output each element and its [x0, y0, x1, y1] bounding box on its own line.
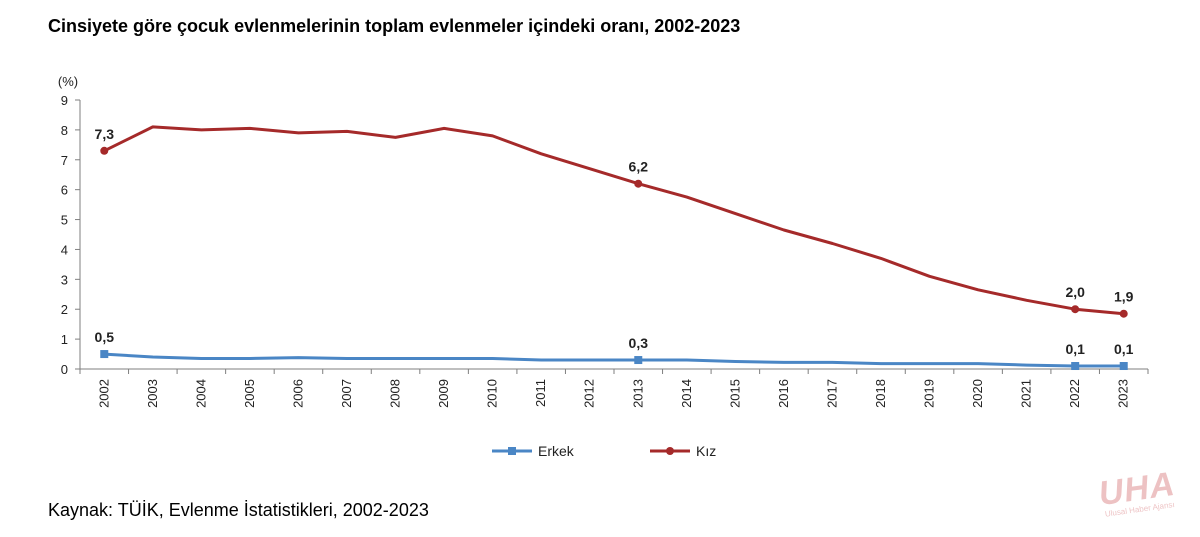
x-tick-label: 2008 [388, 379, 403, 408]
data-point-marker [1071, 362, 1080, 371]
series-layer: 0,5 0,3 0,1 0,1 7,3 6,2 2,0 1,9 [95, 125, 1134, 371]
series-line [102, 125, 1126, 316]
data-label: 2,0 [1065, 284, 1085, 300]
axes: 0 1 2 3 4 5 6 7 8 9 (%) 2002 2003 2004 2005 2006 2007 200… [58, 74, 1149, 408]
x-tick-label: 2017 [824, 379, 839, 408]
y-tick-label: 2 [61, 302, 68, 317]
data-label: 0,1 [1065, 341, 1085, 357]
x-tick-label: 2002 [96, 379, 111, 408]
data-label: 6,2 [629, 159, 649, 175]
data-point-marker [634, 356, 643, 365]
y-tick-label: 6 [61, 183, 68, 198]
x-tick-label: 2003 [145, 379, 160, 408]
x-tick-label: 2022 [1067, 379, 1082, 408]
x-tick-label: 2021 [1019, 379, 1034, 408]
x-tick-label: 2013 [630, 379, 645, 408]
y-tick-label: 0 [61, 362, 68, 377]
x-tick-label: 2007 [339, 379, 354, 408]
data-point-marker [100, 350, 109, 359]
x-tick-label: 2010 [485, 379, 500, 408]
legend-marker [508, 447, 516, 455]
y-tick-label: 7 [61, 153, 68, 168]
x-tick-label: 2019 [922, 379, 937, 408]
x-tick-label: 2012 [582, 379, 597, 408]
series-erkek: 0,5 0,3 0,1 0,1 [95, 329, 1134, 371]
y-tick-label: 3 [61, 272, 68, 287]
legend-marker [666, 447, 674, 455]
data-label: 1,9 [1114, 289, 1134, 305]
legend: Erkek Kız [492, 443, 716, 459]
y-axis-unit-label: (%) [58, 74, 78, 89]
data-label: 0,5 [95, 329, 115, 345]
data-point-marker [1119, 309, 1128, 318]
x-tick-label: 2004 [193, 379, 208, 408]
data-point-marker [100, 146, 109, 155]
series-line [102, 352, 1126, 368]
data-point-marker [1119, 362, 1128, 371]
data-point-marker [1071, 305, 1080, 314]
x-tick-label: 2005 [242, 379, 257, 408]
source-note: Kaynak: TÜİK, Evlenme İstatistikleri, 20… [48, 500, 429, 520]
x-tick-label: 2015 [727, 379, 742, 408]
y-tick-label: 9 [61, 93, 68, 108]
y-tick-label: 8 [61, 123, 68, 138]
legend-item-erkek: Erkek [492, 443, 575, 459]
data-label: 0,3 [629, 335, 649, 351]
x-tick-label: 2023 [1116, 379, 1131, 408]
legend-label: Erkek [538, 443, 575, 459]
x-tick-label: 2020 [970, 379, 985, 408]
y-tick-label: 1 [61, 332, 68, 347]
x-tick-label: 2016 [776, 379, 791, 408]
x-tick-label: 2011 [533, 379, 548, 407]
x-tick-label: 2018 [873, 379, 888, 408]
data-label: 7,3 [95, 126, 115, 142]
y-tick-label: 4 [61, 242, 68, 257]
x-tick-label: 2009 [436, 379, 451, 408]
x-tick-label: 2014 [679, 379, 694, 408]
data-label: 0,1 [1114, 341, 1134, 357]
y-tick-label: 5 [61, 213, 68, 228]
legend-label: Kız [696, 443, 716, 459]
x-tick-label: 2006 [290, 379, 305, 408]
chart-title: Cinsiyete göre çocuk evlenmelerinin topl… [48, 16, 741, 36]
legend-item-kız: Kız [650, 443, 716, 459]
series-kız: 7,3 6,2 2,0 1,9 [95, 125, 1134, 318]
data-point-marker [634, 179, 643, 188]
